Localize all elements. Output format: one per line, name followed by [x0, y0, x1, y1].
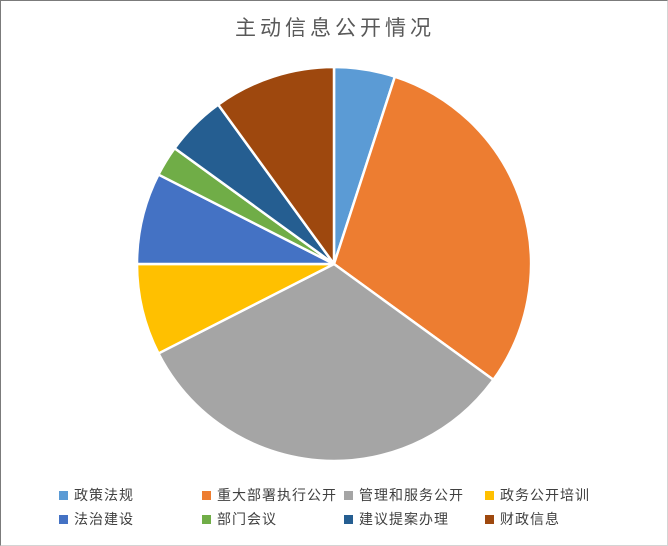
chart-title: 主动信息公开情况 [235, 17, 435, 40]
legend-swatch-icon [202, 515, 211, 524]
legend-item-label: 政策法规 [74, 487, 134, 503]
legend-swatch-icon [485, 491, 494, 500]
legend-swatch-icon [59, 515, 68, 524]
pie-slice-2: 重大部署执行公开 [332, 75, 533, 382]
legend-item: 政策法规 [59, 487, 134, 504]
legend-item: 重大部署执行公开 [202, 487, 337, 504]
legend-item: 政务公开培训 [485, 487, 590, 504]
legend-item-label: 重大部署执行公开 [217, 487, 337, 503]
pie-slice-8: 财政信息 [216, 65, 336, 266]
legend-item-label: 财政信息 [500, 511, 560, 527]
legend-item: 财政信息 [485, 511, 560, 528]
legend-swatch-icon [59, 491, 68, 500]
legend-item: 建议提案办理 [344, 511, 449, 528]
legend-item: 管理和服务公开 [344, 487, 464, 504]
legend-item: 部门会议 [202, 511, 277, 528]
legend-swatch-icon [202, 491, 211, 500]
legend-item-label: 部门会议 [217, 511, 277, 527]
legend-swatch-icon [344, 491, 353, 500]
legend-item-label: 政务公开培训 [500, 487, 590, 503]
legend-item: 法治建设 [59, 511, 134, 528]
legend-swatch-icon [344, 515, 353, 524]
legend-item-label: 法治建设 [74, 511, 134, 527]
legend-swatch-icon [485, 515, 494, 524]
legend-item-label: 建议提案办理 [359, 511, 449, 527]
legend-item-label: 管理和服务公开 [359, 487, 464, 503]
pie-slice-3: 管理和服务公开 [157, 262, 495, 463]
